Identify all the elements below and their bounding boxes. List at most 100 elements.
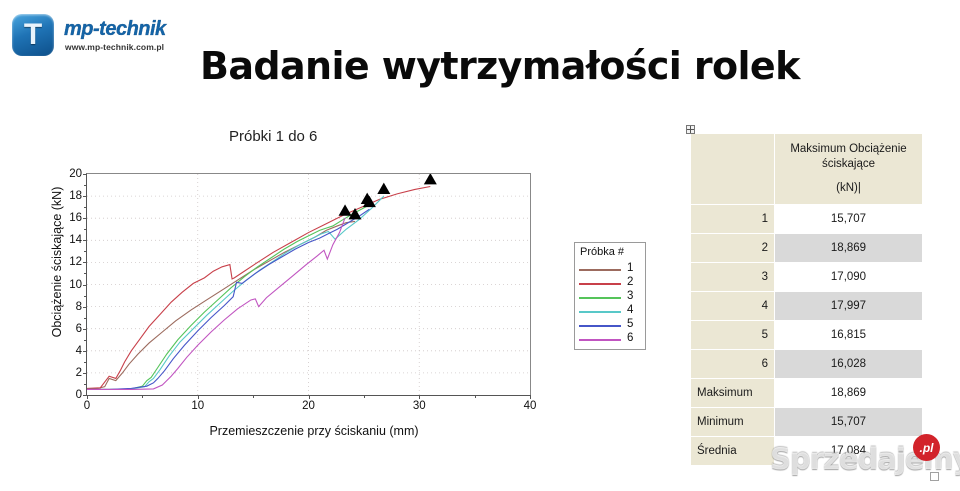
table-row[interactable]: 4 17,997 bbox=[690, 291, 923, 321]
table-row[interactable]: Maksimum 18,869 bbox=[690, 378, 923, 408]
table-row[interactable]: 5 16,815 bbox=[690, 320, 923, 350]
chart-x-tick-mark-minor bbox=[142, 395, 144, 398]
legend-item[interactable]: 1 bbox=[579, 262, 643, 277]
table-row[interactable]: 2 18,869 bbox=[690, 233, 923, 263]
legend-item-label: 1 bbox=[627, 262, 634, 274]
table-row-value: 18,869 bbox=[774, 233, 923, 263]
legend-item-label: 4 bbox=[627, 304, 634, 316]
chart-x-tick-mark bbox=[419, 395, 421, 399]
chart-y-tick-label: 4 bbox=[75, 344, 82, 357]
legend-item[interactable]: 2 bbox=[579, 276, 643, 291]
chart-y-tick-label: 2 bbox=[75, 366, 82, 379]
logo-wordmark: mp-technik bbox=[64, 18, 166, 40]
logo-url: www.mp-technik.com.pl bbox=[65, 42, 165, 52]
chart-x-tick-mark bbox=[197, 395, 199, 399]
chart-y-tick-mark bbox=[83, 395, 87, 396]
chart-y-tick-mark bbox=[83, 218, 87, 220]
chart-y-tick-mark-minor bbox=[84, 295, 87, 297]
chart-y-tick-label: 6 bbox=[75, 322, 82, 335]
chart-y-tick-mark bbox=[83, 240, 87, 242]
chart-y-tick-label: 12 bbox=[69, 256, 82, 269]
chart-y-tick-label: 20 bbox=[69, 168, 82, 180]
table-row-value: 15,707 bbox=[774, 204, 923, 234]
legend-item[interactable]: 5 bbox=[579, 318, 643, 333]
legend-item-label: 5 bbox=[627, 318, 634, 330]
table-header-line3: (kN)| bbox=[836, 182, 861, 195]
table-row[interactable]: 1 15,707 bbox=[690, 204, 923, 234]
chart-peak-marker bbox=[377, 182, 391, 195]
chart-y-tick-mark-minor bbox=[84, 317, 87, 319]
chart-x-tick-mark bbox=[530, 395, 531, 399]
chart-x-tick-mark-minor bbox=[253, 395, 255, 398]
table-body: 1 15,707 2 18,869 3 17,090 4 17,997 5 16,815 6 16,0… bbox=[690, 204, 923, 466]
table-move-handle-icon[interactable] bbox=[686, 125, 695, 134]
chart-y-axis-label: Obciążenie ściskające (kN) bbox=[50, 186, 64, 338]
legend-item[interactable]: 6 bbox=[579, 332, 643, 347]
chart-x-axis-label: Przemieszczenie przy ściskaniu (mm) bbox=[209, 424, 419, 438]
table-row-label: 5 bbox=[690, 320, 775, 350]
chart-y-tick-mark-minor bbox=[84, 185, 87, 187]
chart-y-tick-mark-minor bbox=[84, 207, 87, 209]
chart-x-tick-mark-minor bbox=[474, 395, 476, 398]
chart-peak-marker bbox=[338, 204, 352, 216]
chart-y-tick-label: 10 bbox=[69, 278, 82, 291]
chart-x-tick-label: 40 bbox=[523, 400, 537, 412]
chart-y-tick-mark bbox=[83, 196, 87, 198]
chart-y-tick-mark bbox=[83, 372, 87, 374]
chart-y-tick-mark-minor bbox=[84, 383, 87, 385]
table-header-line2: ściskające bbox=[821, 157, 876, 170]
chart-y-tick-label: 8 bbox=[75, 300, 82, 313]
table-row[interactable]: Minimum 15,707 bbox=[690, 407, 923, 437]
page-title: Badanie wytrzymałości rolek bbox=[200, 44, 800, 88]
chart-peak-marker bbox=[423, 174, 437, 185]
chart-y-tick-mark bbox=[83, 328, 87, 330]
table-header-row: Maksimum Obciążenie ściskające (kN)| bbox=[690, 133, 923, 205]
chart-y-tick-mark bbox=[83, 174, 87, 175]
legend-item-label: 6 bbox=[627, 332, 634, 344]
table-row-label: 2 bbox=[690, 233, 775, 263]
legend-color-swatch bbox=[579, 283, 621, 285]
table-header-col2: Maksimum Obciążenie ściskające (kN)| bbox=[774, 133, 923, 205]
table-row-label: Minimum bbox=[690, 407, 775, 437]
table-row[interactable]: 6 16,028 bbox=[690, 349, 923, 379]
table-row[interactable]: Średnia 17,084 bbox=[690, 436, 923, 466]
table-row-label: 6 bbox=[690, 349, 775, 379]
table-row-value: 18,869 bbox=[774, 378, 923, 408]
chart-series-line bbox=[87, 220, 356, 390]
legend-color-swatch bbox=[579, 325, 621, 327]
table-row-value: 17,090 bbox=[774, 262, 923, 292]
legend-item[interactable]: 3 bbox=[579, 290, 643, 305]
chart-y-tick-label: 14 bbox=[69, 234, 82, 247]
chart-plot-area: 0 2 4 6 8 10 12 14 16 18 20 0 10 20 30 40 bbox=[69, 168, 536, 412]
chart-x-tick-label: 10 bbox=[191, 400, 205, 412]
chart-x-tick-label: 30 bbox=[412, 400, 426, 412]
chart-y-tick-label: 18 bbox=[69, 190, 82, 203]
chart-x-tick-label: 0 bbox=[83, 400, 91, 412]
logo-mark-icon: T bbox=[12, 14, 54, 56]
chart-y-tick-mark-minor bbox=[84, 251, 87, 253]
legend-item-label: 3 bbox=[627, 290, 634, 302]
table-row[interactable]: 3 17,090 bbox=[690, 262, 923, 292]
table-row-value: 16,028 bbox=[774, 349, 923, 379]
chart: Próbki 1 do 6 Obciążenie ściskające (kN)… bbox=[24, 120, 584, 450]
chart-title: Próbki 1 do 6 bbox=[229, 128, 318, 145]
chart-y-tick-label: 16 bbox=[69, 212, 82, 225]
chart-series-line bbox=[87, 217, 346, 391]
chart-y-tick-mark bbox=[83, 284, 87, 286]
table-row-value: 17,997 bbox=[774, 291, 923, 321]
legend-color-swatch bbox=[579, 297, 621, 299]
results-table-wrap: Maksimum Obciążenie ściskające (kN)| 1 15… bbox=[686, 125, 923, 469]
legend-item[interactable]: 4 bbox=[579, 304, 643, 319]
chart-x-tick-mark bbox=[87, 395, 88, 399]
table-row-label: 3 bbox=[690, 262, 775, 292]
chart-series-line bbox=[87, 185, 431, 389]
watermark-corner-icon bbox=[930, 472, 939, 481]
brand-logo: T mp-technik www.mp-technik.com.pl bbox=[12, 12, 202, 58]
chart-x-tick-label: 20 bbox=[302, 400, 315, 412]
chart-x-tick-mark bbox=[308, 395, 310, 399]
chart-peak-marker bbox=[362, 195, 376, 208]
chart-series-canvas bbox=[87, 174, 530, 395]
legend-color-swatch bbox=[579, 269, 621, 271]
chart-y-tick-mark bbox=[83, 306, 87, 308]
chart-series-line bbox=[87, 208, 370, 391]
